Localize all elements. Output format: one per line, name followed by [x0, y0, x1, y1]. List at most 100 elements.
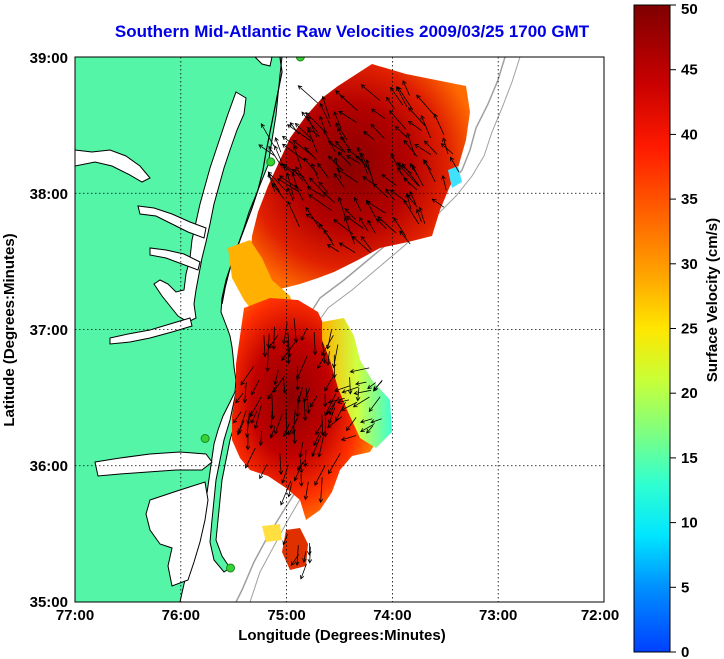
velocity-arrow: [282, 534, 288, 546]
velocity-arrow: [414, 143, 432, 156]
northern-bay: [75, 149, 151, 183]
velocity-arrow: [394, 125, 408, 139]
velocity-arrow: [355, 155, 370, 170]
velocity-arrow: [353, 389, 372, 396]
velocity-arrow: [318, 477, 324, 504]
station-markers: [200, 57, 305, 573]
james-river: [109, 317, 193, 345]
y-tick-label: 39:00: [30, 50, 68, 67]
velocity-arrow: [345, 216, 364, 229]
velocity-arrow: [315, 422, 324, 436]
velocity-arrow: [287, 482, 293, 498]
velocity-arrow: [328, 407, 336, 425]
velocity-arrow: [281, 464, 289, 484]
y-axis-label: Latitude (Degrees:Minutes): [1, 233, 18, 426]
velocity-arrow: [267, 172, 276, 192]
x-tick-label: 74:00: [373, 607, 411, 624]
velocity-arrow: [291, 172, 298, 188]
velocity-arrow: [235, 392, 244, 404]
velocity-arrow: [317, 432, 325, 458]
colorbar-label: Surface Velocity (cm/s): [704, 218, 721, 382]
velocity-arrow: [396, 162, 413, 174]
velocity-arrow: [313, 432, 321, 447]
colorbar-tick-label: 45: [681, 62, 698, 79]
velocity-arrow: [321, 335, 334, 356]
colorbar-tick-label: 20: [681, 385, 698, 402]
velocity-arrow: [346, 148, 363, 161]
velocity-arrow: [360, 418, 373, 424]
velocity-arrow: [355, 381, 367, 386]
y-axis-ticks: 39:00 38:00 37:00 36:00 35:00: [30, 50, 68, 611]
velocity-arrow: [298, 441, 304, 459]
velocity-arrow: [415, 208, 422, 223]
velocity-arrow: [305, 387, 311, 415]
velocity-arrow: [377, 216, 397, 234]
velocity-arrow: [306, 186, 325, 198]
velocity-arrow: [281, 135, 299, 149]
bathymetry-contour-inner: [249, 57, 521, 602]
velocity-arrow: [397, 167, 411, 186]
velocity-arrow: [319, 102, 332, 127]
velocity-arrow: [326, 416, 343, 429]
delaware-bay: [254, 57, 273, 67]
velocity-arrow: [340, 401, 358, 411]
velocity-arrow: [347, 377, 353, 395]
station-marker: [226, 563, 236, 573]
velocity-arrow: [385, 188, 395, 201]
velocity-arrow: [372, 183, 389, 199]
velocity-arrow: [399, 230, 411, 245]
velocity-arrow: [297, 386, 303, 404]
velocity-arrow: [269, 410, 274, 430]
velocity-arrow: [281, 143, 305, 161]
velocity-field-south: [232, 298, 380, 520]
rappahannock-river: [149, 247, 201, 271]
velocity-arrow: [322, 394, 328, 408]
velocity-arrow: [292, 145, 303, 170]
velocity-arrow: [285, 172, 295, 199]
velocity-arrow: [258, 144, 275, 156]
velocity-arrow: [321, 95, 331, 120]
velocity-arrow: [335, 140, 346, 153]
velocity-arrow: [319, 115, 326, 131]
velocity-arrow: [360, 423, 374, 432]
velocity-arrow: [360, 152, 373, 178]
velocity-arrow: [365, 200, 386, 214]
velocity-arrow: [416, 94, 436, 117]
velocity-arrow: [376, 218, 387, 229]
velocity-arrow: [334, 156, 342, 179]
colorbar-tick-label: 50: [681, 1, 698, 18]
velocity-arrow: [338, 110, 357, 123]
velocity-arrow: [431, 198, 445, 208]
velocity-arrow: [291, 409, 296, 435]
velocity-arrow: [323, 129, 336, 152]
velocity-arrow: [389, 189, 407, 203]
velocity-arrow: [258, 431, 264, 447]
velocity-arrow: [309, 395, 318, 408]
velocity-arrow: [339, 95, 358, 111]
colorbar-tick-label: 15: [681, 450, 698, 467]
velocity-arrow: [346, 417, 357, 432]
velocity-arrow: [295, 366, 300, 391]
velocity-arrow: [299, 473, 304, 487]
velocity-arrow: [381, 174, 397, 187]
colorbar-tick-label: 5: [681, 579, 689, 596]
velocity-vectors: [232, 80, 460, 580]
velocity-arrow: [323, 417, 328, 438]
velocity-arrow: [236, 410, 247, 436]
velocity-arrow: [406, 132, 416, 156]
station-marker: [295, 57, 305, 62]
velocity-arrow: [260, 123, 275, 147]
velocity-arrow: [312, 332, 318, 356]
velocity-arrow: [333, 385, 351, 393]
velocity-arrow: [340, 435, 357, 442]
velocity-arrow: [344, 208, 357, 221]
velocity-arrow: [335, 122, 348, 141]
velocity-arrow: [324, 375, 335, 392]
velocity-arrow: [440, 143, 454, 155]
chesapeake-bay: [153, 91, 247, 323]
velocity-arrow: [366, 425, 374, 434]
velocity-arrow: [307, 546, 313, 564]
velocity-arrow: [307, 542, 312, 556]
velocity-arrow: [358, 216, 369, 232]
